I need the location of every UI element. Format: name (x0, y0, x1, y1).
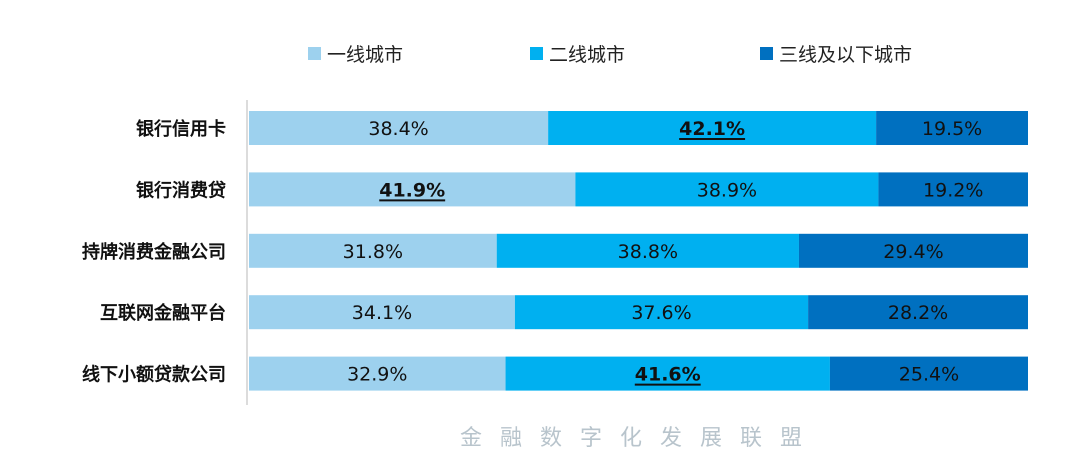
category-label: 线下小额贷款公司 (82, 364, 226, 386)
bar-segment (249, 295, 515, 330)
data-label: 25.4% (899, 364, 959, 386)
legend-swatch (530, 47, 543, 60)
legend-label: 二线城市 (549, 44, 626, 66)
legend-swatch (308, 47, 321, 60)
data-label: 34.1% (352, 302, 412, 324)
data-label: 37.6% (631, 302, 691, 324)
data-label: 19.5% (922, 118, 982, 140)
bar-segment (496, 233, 799, 268)
bar-segment (249, 233, 497, 268)
data-label: 38.4% (368, 118, 428, 140)
watermark: 金融数字化发展联盟 (460, 426, 820, 451)
data-label: 19.2% (923, 179, 983, 201)
category-label: 互联网金融平台 (100, 302, 226, 324)
data-label: 38.8% (618, 241, 678, 263)
bar-segment (514, 295, 809, 330)
bar-segment (808, 295, 1028, 330)
data-label: 38.9% (697, 179, 757, 201)
legend-label: 一线城市 (327, 44, 404, 66)
data-label: 32.9% (347, 364, 407, 386)
data-label: 41.9% (379, 179, 445, 201)
bar-segment (575, 172, 879, 207)
data-label: 28.2% (888, 302, 948, 324)
legend-item-tier2: 二线城市 (530, 40, 625, 67)
legend-swatch (760, 47, 773, 60)
category-label: 银行信用卡 (136, 118, 226, 140)
legend: 一线城市 二线城市 三线及以下城市 (0, 40, 1080, 70)
data-label: 29.4% (883, 241, 943, 263)
legend-label: 三线及以下城市 (779, 44, 913, 66)
bar-segment (876, 111, 1028, 145)
category-label: 持牌消费金融公司 (82, 241, 226, 263)
bar-segment (249, 111, 549, 145)
data-label: 31.8% (343, 241, 403, 263)
bar-segment (249, 356, 506, 391)
bar-segment (878, 172, 1028, 207)
category-label: 银行消费贷 (136, 179, 226, 201)
data-label: 42.1% (679, 118, 745, 140)
bar-segment (798, 233, 1028, 268)
bar-segment (829, 356, 1028, 391)
legend-item-tier1: 一线城市 (308, 40, 403, 67)
legend-item-tier3: 三线及以下城市 (760, 40, 912, 67)
data-label: 41.6% (635, 364, 701, 386)
